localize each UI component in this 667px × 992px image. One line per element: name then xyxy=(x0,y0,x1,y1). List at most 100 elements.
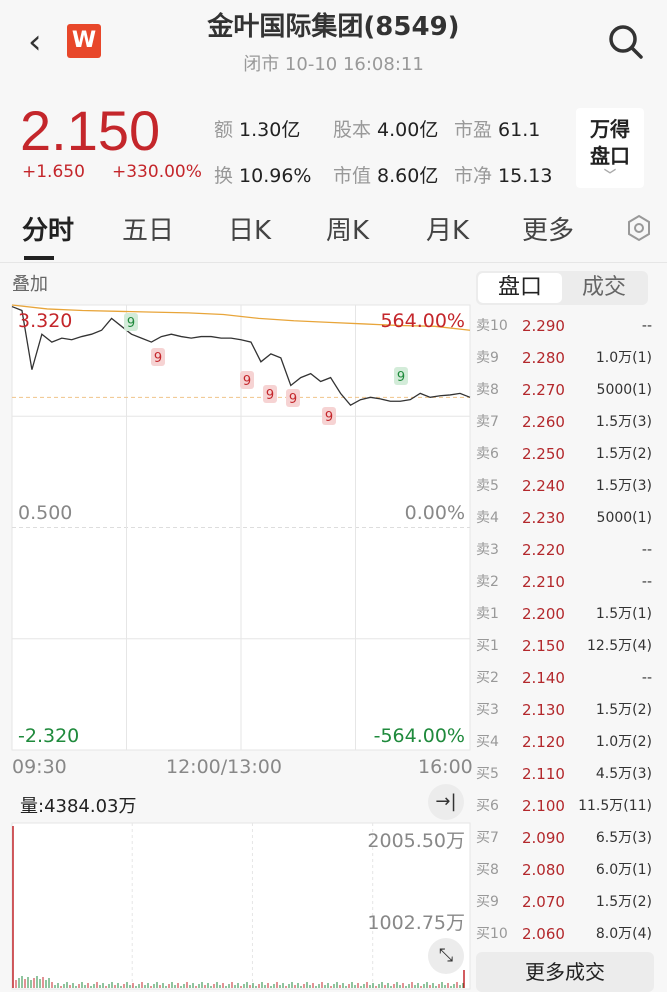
orderbook-row: 买3 2.130 1.5万(2) xyxy=(476,694,652,726)
signal-marker xyxy=(124,313,138,331)
y-axis-mid: 0.500 xyxy=(18,502,73,524)
orderbook-row: 买4 2.120 1.0万(2) xyxy=(476,726,652,758)
level-label: 买7 xyxy=(476,830,499,846)
orderbook-row: 卖8 2.270 5000(1) xyxy=(476,374,652,406)
level-label: 买8 xyxy=(476,862,499,878)
back-button[interactable]: ‹ xyxy=(28,22,42,62)
level-volume: 1.5万(1) xyxy=(595,606,652,622)
search-icon xyxy=(609,25,643,59)
level-label: 买6 xyxy=(476,798,499,814)
orderbook-row: 卖7 2.260 1.5万(3) xyxy=(476,406,652,438)
tab-orderbook[interactable]: 盘口 xyxy=(478,273,562,303)
expand-icon: ⤡ xyxy=(438,945,454,966)
level-volume: 5000(1) xyxy=(596,382,652,398)
orderbook-row: 卖9 2.280 1.0万(1) xyxy=(476,342,652,374)
pct-axis-mid: 0.00% xyxy=(404,502,465,524)
tab-daily-k[interactable]: 日K xyxy=(228,216,272,246)
level-volume: 1.0万(2) xyxy=(595,734,652,750)
level-volume: 1.0万(1) xyxy=(595,350,652,366)
orderbook-row: 买9 2.070 1.5万(2) xyxy=(476,886,652,918)
x-axis-close: 16:00 xyxy=(418,756,473,778)
level-label: 卖6 xyxy=(476,446,499,462)
level-price: 2.120 xyxy=(522,733,565,751)
level-volume: -- xyxy=(641,574,652,590)
price-change-pct: +330.00% xyxy=(112,162,202,182)
price-line xyxy=(11,305,471,407)
level-label: 卖5 xyxy=(476,478,499,494)
search-button[interactable] xyxy=(606,22,646,66)
level-volume: -- xyxy=(641,318,652,334)
level-price: 2.240 xyxy=(522,477,565,495)
volume-plot-area xyxy=(11,822,471,990)
stat-pe: 市盈 61.1 xyxy=(454,119,541,141)
y-axis-top: 3.320 xyxy=(18,310,73,332)
pct-axis-top: 564.00% xyxy=(380,310,465,332)
level-label: 买3 xyxy=(476,702,499,718)
more-trades-button[interactable]: 更多成交 xyxy=(476,952,654,992)
level-volume: 6.5万(3) xyxy=(595,830,652,846)
pct-axis-bottom: -564.00% xyxy=(373,725,465,747)
last-price: 2.150 xyxy=(20,99,161,162)
level-label: 买2 xyxy=(476,670,499,686)
tab-five-day[interactable]: 五日 xyxy=(122,216,175,246)
volume-chart xyxy=(11,822,471,990)
stat-amount: 额 1.30亿 xyxy=(214,119,301,141)
orderbook-row: 买1 2.150 12.5万(4) xyxy=(476,630,652,662)
arrow-right-bar-icon: →| xyxy=(435,791,457,812)
wind-label: 万得 xyxy=(590,117,630,141)
level-volume: 1.5万(2) xyxy=(595,702,652,718)
page-title: 金叶国际集团(8549) xyxy=(207,12,460,42)
signal-marker xyxy=(263,385,277,403)
level-volume: 6.0万(1) xyxy=(595,862,652,878)
level-label: 卖2 xyxy=(476,574,499,590)
settings-button[interactable] xyxy=(626,214,652,246)
orderbook-row: 买2 2.140 -- xyxy=(476,662,652,694)
level-price: 2.070 xyxy=(522,893,565,911)
signal-marker-label: 9 xyxy=(397,370,405,385)
signal-marker-label: 9 xyxy=(154,351,162,366)
orderbook-row: 买8 2.080 6.0万(1) xyxy=(476,854,652,886)
jump-to-end-button[interactable]: →| xyxy=(428,784,464,820)
settings-icon xyxy=(628,214,650,242)
level-label: 买1 xyxy=(476,638,499,654)
fullscreen-button[interactable]: ⤡ xyxy=(428,938,464,974)
level-price: 2.090 xyxy=(522,829,565,847)
orderbook-row: 卖6 2.250 1.5万(2) xyxy=(476,438,652,470)
wind-orderbook-button[interactable]: 万得 盘口 ﹀ xyxy=(576,108,644,188)
avg-price-line xyxy=(11,304,471,331)
level-label: 卖8 xyxy=(476,382,499,398)
level-price: 2.080 xyxy=(522,861,565,879)
level-price: 2.230 xyxy=(522,509,565,527)
orderbook-row: 卖10 2.290 -- xyxy=(476,310,652,342)
level-label: 买4 xyxy=(476,734,499,750)
tab-intraday[interactable]: 分时 xyxy=(22,216,75,246)
level-volume: 5000(1) xyxy=(596,510,652,526)
signal-marker-label: 9 xyxy=(127,316,135,331)
stat-turnover: 换 10.96% xyxy=(214,165,312,187)
orderbook-row: 卖4 2.230 5000(1) xyxy=(476,502,652,534)
signal-marker-label: 9 xyxy=(243,374,251,389)
orderbook-row: 买7 2.090 6.5万(3) xyxy=(476,822,652,854)
stat-shares: 股本 4.00亿 xyxy=(333,119,439,141)
price-change: +1.650 xyxy=(22,162,85,182)
level-volume: 1.5万(2) xyxy=(595,894,652,910)
level-price: 2.060 xyxy=(522,925,565,943)
tab-trades[interactable]: 成交 xyxy=(581,275,626,300)
orderbook-row: 卖1 2.200 1.5万(1) xyxy=(476,598,652,630)
signal-marker-label: 9 xyxy=(266,388,274,403)
volume-axis-top: 2005.50万 xyxy=(367,830,465,852)
level-price: 2.150 xyxy=(522,637,565,655)
level-price: 2.280 xyxy=(522,349,565,367)
overlay-button[interactable]: 叠加 xyxy=(12,274,48,295)
market-status: 闭市 10-10 16:08:11 xyxy=(243,54,424,75)
level-label: 买10 xyxy=(476,926,508,942)
tab-monthly-k[interactable]: 月K xyxy=(426,216,470,246)
stat-pb: 市净 15.13 xyxy=(454,165,553,187)
tab-weekly-k[interactable]: 周K xyxy=(326,216,370,246)
level-volume: 8.0万(4) xyxy=(595,926,652,942)
level-price: 2.130 xyxy=(522,701,565,719)
level-label: 卖4 xyxy=(476,510,499,526)
level-price: 2.210 xyxy=(522,573,565,591)
tab-more[interactable]: 更多 xyxy=(522,216,575,246)
